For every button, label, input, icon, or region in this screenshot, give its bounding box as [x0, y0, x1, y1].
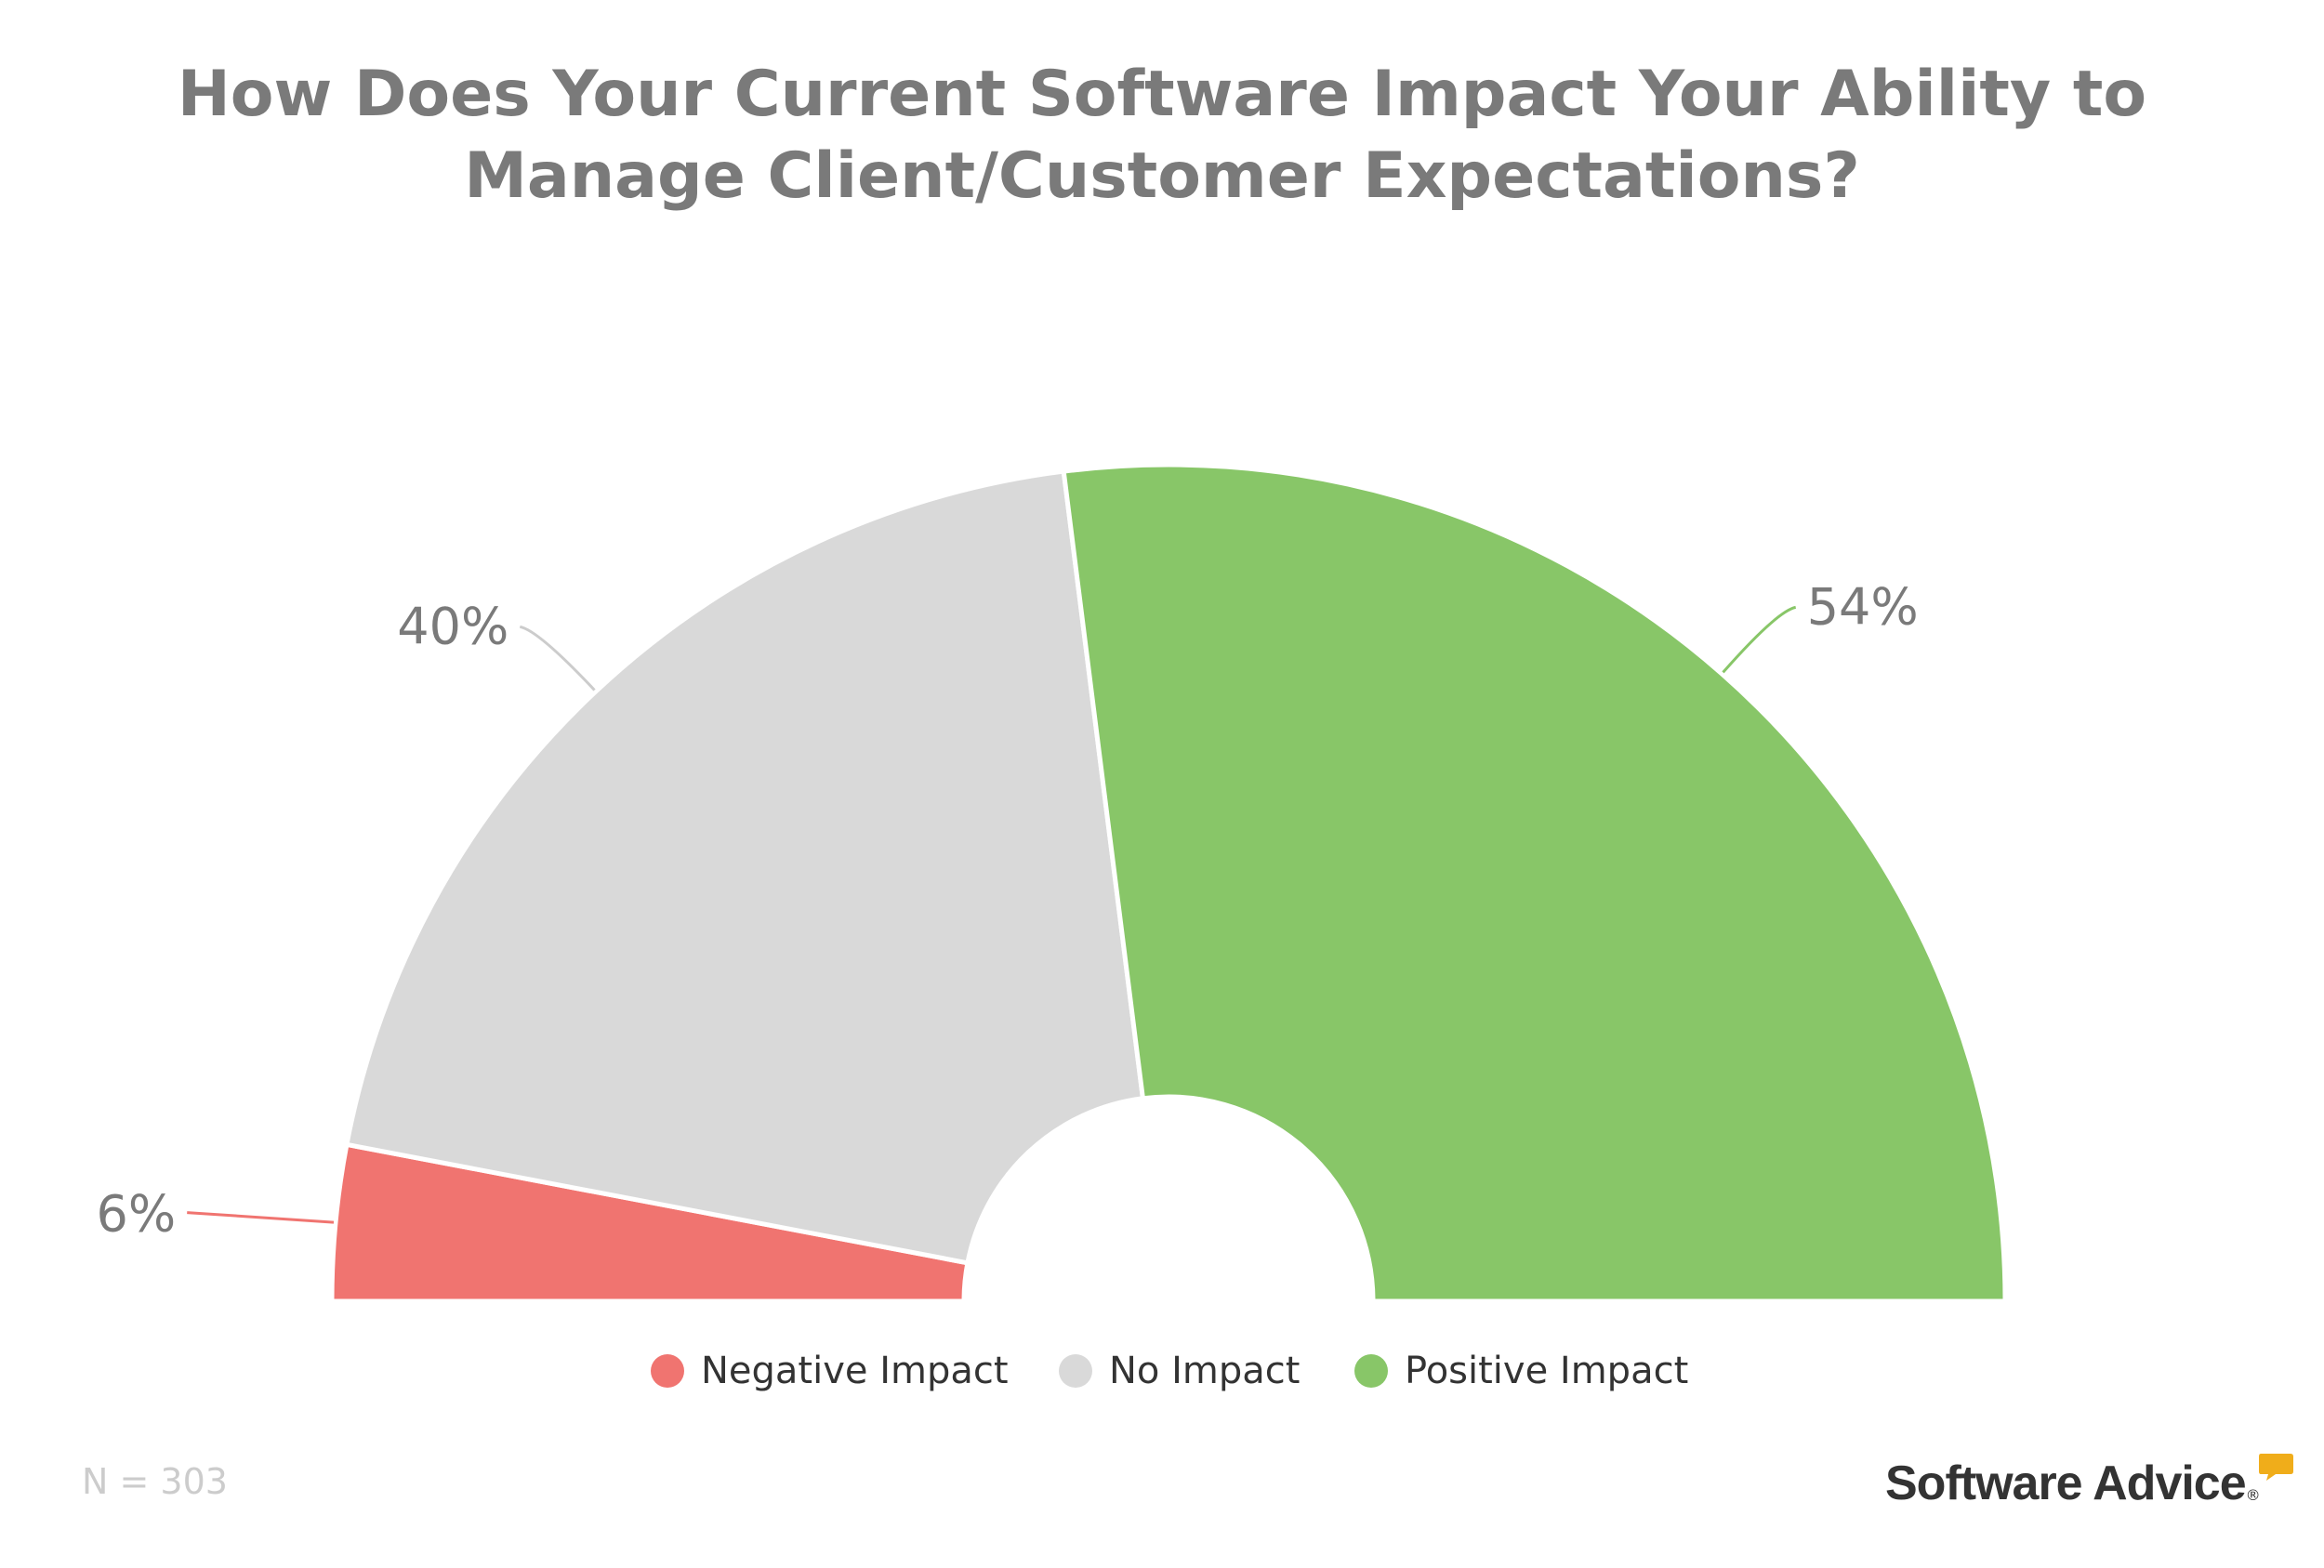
sample-size-note: N = 303	[82, 1461, 228, 1502]
leader-line-no-impact	[519, 625, 596, 692]
title-line-1: How Does Your Current Software Impact Yo…	[177, 58, 2147, 131]
speech-bubble-icon	[2258, 1454, 2293, 1481]
data-label-no-impact: 40%	[397, 597, 508, 655]
legend-swatch	[1059, 1354, 1092, 1388]
legend: Negative Impact No Impact Positive Impac…	[0, 1350, 2324, 1405]
registered-mark: ®	[2245, 1486, 2261, 1504]
slice-no-impact[interactable]	[344, 468, 1146, 1266]
legend-item-no-impact[interactable]: No Impact	[1059, 1350, 1300, 1392]
legend-swatch	[1354, 1354, 1388, 1388]
legend-label: Positive Impact	[1405, 1350, 1689, 1392]
legend-swatch	[651, 1354, 684, 1388]
title-line-2: Manage Client/Customer Expectations?	[464, 139, 1860, 213]
slice-positive[interactable]	[1061, 462, 2008, 1304]
legend-item-negative[interactable]: Negative Impact	[651, 1350, 1009, 1392]
software-advice-logo: Software Advice ®	[1885, 1454, 2296, 1511]
data-label-positive: 54%	[1807, 577, 1919, 636]
logo-text: Software Advice	[1885, 1456, 2247, 1510]
leader-line-negative	[187, 1211, 335, 1224]
legend-item-positive[interactable]: Positive Impact	[1354, 1350, 1688, 1392]
legend-label: Negative Impact	[701, 1350, 1009, 1392]
data-label-negative: 6%	[97, 1185, 177, 1244]
chart-title: How Does Your Current Software Impact Yo…	[0, 54, 2324, 217]
leader-line-positive	[1722, 605, 1797, 674]
legend-label: No Impact	[1109, 1350, 1301, 1392]
